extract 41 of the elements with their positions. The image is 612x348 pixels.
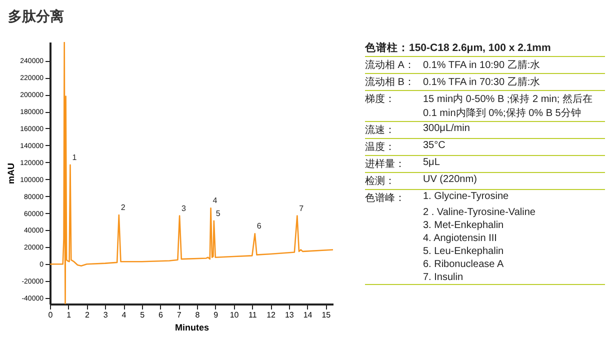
x-tick-label: 2 xyxy=(85,310,90,320)
x-tick-label: 12 xyxy=(266,310,276,320)
text: 梯度： 15 min内 0-50% B ;保持 2 min; 然后在 0.1 min内降到 0%;保持 0% B 5分钟 xyxy=(365,94,592,119)
text: 流动相 A： 0.1% TFA in 10:90 乙腈:水 xyxy=(365,58,605,72)
text: 流动相 B： 0.1% TFA in 70:30 乙腈:水 xyxy=(365,75,605,89)
x-tick-label: 1 xyxy=(66,310,72,320)
x-tick-label: 15 xyxy=(322,310,332,320)
text: 色谱柱：150-C18 2.6μm, 100 x 2.1mm xyxy=(365,40,605,57)
text: 6. Ribonuclease A xyxy=(423,259,505,270)
x-tick-label: 11 xyxy=(248,310,258,320)
text: 温度： 35°C xyxy=(365,140,446,153)
text: 3. Met-Enkephalin xyxy=(423,220,505,231)
text: 进样量： 5μL xyxy=(365,157,440,170)
chart-title: 多肽分离 xyxy=(8,8,64,26)
text: 7. Insulin xyxy=(423,272,464,283)
text: 5. Leu-Enkephalin xyxy=(423,246,505,257)
annotation: 7 xyxy=(299,204,304,213)
annotation: 5 xyxy=(216,208,221,218)
annotation: 4 xyxy=(212,196,218,206)
y-axis-title: mAU xyxy=(6,162,16,184)
x-tick-label: 6 xyxy=(158,310,164,320)
x-tick-label: 8 xyxy=(195,310,200,320)
annotation: 2 xyxy=(120,202,126,212)
text: 检测： UV (220nm) xyxy=(365,174,477,187)
x-tick-label: 4 xyxy=(122,310,127,320)
x-tick-label: 10 xyxy=(230,310,240,320)
x-tick-label: 5 xyxy=(140,310,146,320)
x-tick-label: 0 xyxy=(48,310,54,320)
x-tick-label: 14 xyxy=(303,310,313,320)
annotation: 6 xyxy=(256,222,262,231)
text: 色谱峰： 1. Glycine-Tyrosine xyxy=(365,191,509,204)
x-axis-title: Minutes xyxy=(174,322,210,332)
annotation: 1 xyxy=(72,152,78,162)
x-tick-label: 9 xyxy=(214,310,219,320)
text: 2 . Valine-Tyrosine-Valine xyxy=(423,207,536,218)
text: 4. Angiotensin III xyxy=(423,233,498,244)
x-tick-label: 7 xyxy=(176,310,182,320)
annotation: 3 xyxy=(182,204,187,213)
x-tick-label: 3 xyxy=(103,310,108,320)
x-tick-label: 13 xyxy=(284,310,294,320)
text: 流速： 300μL/min xyxy=(365,123,470,136)
